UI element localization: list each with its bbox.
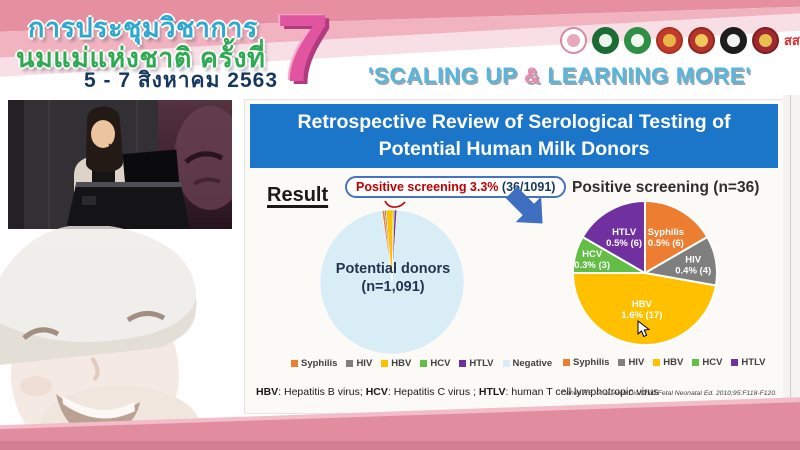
edition-number: 7 — [276, 0, 330, 96]
legend-item-syphilis: Syphilis — [291, 358, 337, 369]
legend-item-htlv: HTLV — [459, 358, 494, 369]
slice-label-htlv: HTLV 0.5% (6) — [606, 227, 642, 249]
legend-item-hiv: HIV — [618, 357, 644, 368]
slide-title: Retrospective Review of Serological Test… — [250, 104, 778, 168]
black-society-emblem-logo — [720, 27, 747, 54]
legend-positive-screening: Syphilis HIV HBV HCV HTLV — [563, 357, 766, 368]
callout-percentage: Positive screening 3.3% — [356, 180, 499, 194]
slice-label-hiv: HIV 0.4% (4) — [675, 254, 711, 276]
ampersand: & — [523, 63, 541, 88]
slice-label-hcv: HCV 0.3% (3) — [574, 249, 610, 271]
conference-dates: 5 - 7 สิงหาคม 2563 — [84, 69, 279, 92]
legend-item-negative: Negative — [502, 358, 552, 369]
royal-college-emblem-logo — [656, 27, 683, 54]
pie-slice-htlv — [581, 199, 646, 275]
positive-screening-title: Positive screening (n=36) — [572, 179, 760, 196]
callout-pointer-brace — [384, 200, 406, 208]
conference-header: การประชุมวิชาการ นมแม่แห่งชาติ ครั้งที่ … — [0, 0, 800, 96]
legend-item-hcv: HCV — [692, 357, 722, 368]
slice-label-syphilis: Syphilis 0.5% (6) — [648, 227, 684, 249]
legend-item-syphilis: Syphilis — [563, 357, 609, 368]
royal-crown-emblem-logo — [688, 27, 715, 54]
legend-item-hbv: HBV — [653, 357, 683, 368]
dark-red-council-logo — [752, 27, 779, 54]
legend-item-htlv: HTLV — [731, 357, 766, 368]
positive-screening-pie-chart: Syphilis 0.5% (6) HIV 0.4% (4) HBV 1.6% (17) H… — [571, 199, 719, 346]
legend-item-hiv: HIV — [346, 358, 372, 369]
green-medical-association-logo — [592, 27, 619, 54]
public-health-ministry-logo — [624, 27, 651, 54]
pie-slice-negative — [319, 209, 465, 355]
potential-donors-pie-chart — [319, 209, 465, 355]
abbreviation-footnote: HBV: Hepatitis B virus; HCV: Hepatitis C… — [256, 386, 659, 398]
conference-title-line2: นมแม่แห่งชาติ ครั้งที่ — [16, 43, 266, 73]
pie-slice-syphilis — [644, 199, 709, 275]
positive-screening-callout: Positive screening 3.3% (36/1091) — [345, 176, 567, 198]
mother-child-foundation-logo — [560, 27, 587, 54]
pie-slice-hbv — [571, 272, 718, 346]
conference-slogan: 'SCALING UP & LEARNING MORE' — [368, 63, 752, 88]
conference-title-line1: การประชุมวิชาการ — [28, 13, 258, 43]
legend-item-hcv: HCV — [420, 358, 450, 369]
sponsor-logo-row: สสส — [560, 27, 800, 54]
baby-background-image — [0, 224, 240, 450]
legend-potential-donors: Syphilis HIV HBV HCV HTLV Negative — [291, 358, 552, 369]
presenter-video-feed — [8, 100, 232, 229]
presenter-scene — [8, 100, 232, 229]
presentation-slide: Retrospective Review of Serological Test… — [245, 100, 783, 413]
arrow-right-down-icon — [505, 186, 543, 224]
result-heading: Result — [267, 184, 329, 206]
slice-label-hbv: HBV 1.6% (17) — [621, 299, 662, 321]
layout-right-gutter — [783, 95, 800, 415]
mouse-cursor-icon — [637, 320, 651, 338]
citation-text: Cohen RS, et al. Arch Dis Child Fetal Ne… — [561, 390, 777, 397]
potential-donors-label: Potential donors (n=1,091) — [335, 261, 451, 296]
baby-illustration — [0, 224, 200, 450]
legend-item-hbv: HBV — [381, 358, 411, 369]
thaihealth-sss-logo: สสส — [784, 33, 800, 48]
